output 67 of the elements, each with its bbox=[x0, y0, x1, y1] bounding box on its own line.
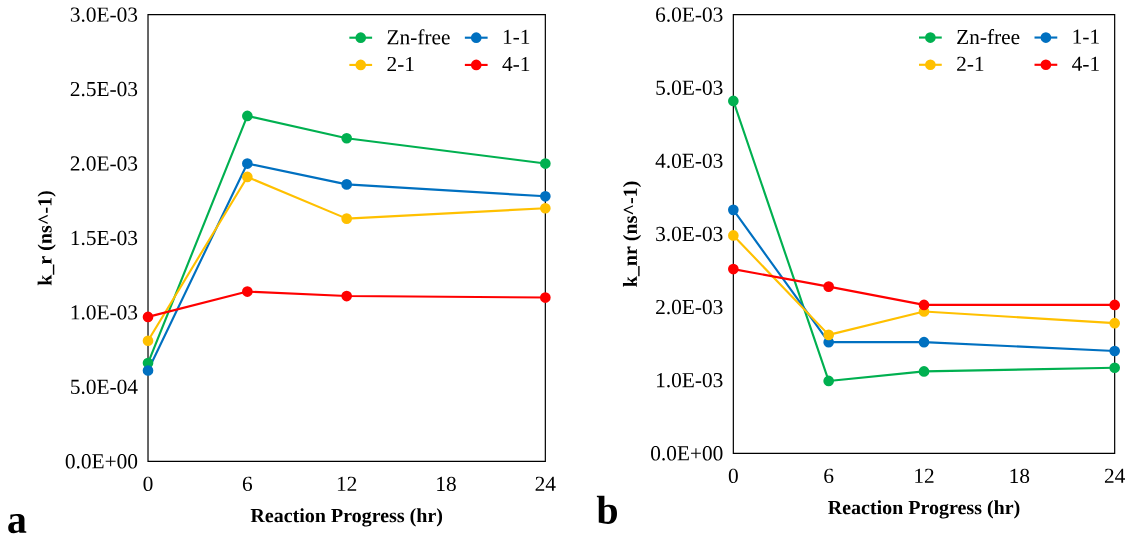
x-tick-label: 6 bbox=[824, 468, 834, 484]
y-tick-label: 1.0E-03 bbox=[657, 372, 723, 388]
x-tick-label: 18 bbox=[437, 476, 456, 492]
legend-label: 1-1 bbox=[503, 29, 530, 44]
x-tick-label: 0 bbox=[143, 476, 153, 492]
point bbox=[1109, 362, 1121, 374]
point bbox=[1109, 317, 1121, 329]
x-axis-title: Reaction Progress (hr) bbox=[828, 500, 1020, 519]
x-axis-title: Reaction Progress (hr) bbox=[250, 508, 443, 527]
point bbox=[823, 281, 835, 292]
point bbox=[540, 292, 551, 303]
y-tick-label: 2.0E-03 bbox=[656, 299, 723, 315]
point bbox=[341, 213, 353, 224]
x-tick-label: 0 bbox=[728, 468, 738, 484]
y-tick-label: 2.0E-03 bbox=[70, 156, 138, 171]
x-tick-label: 12 bbox=[337, 476, 357, 491]
x-tick-label: 24 bbox=[1104, 468, 1125, 483]
point bbox=[242, 158, 253, 169]
x-tick-label: 6 bbox=[242, 476, 253, 492]
legend-label: Zn-free bbox=[387, 29, 450, 45]
point bbox=[242, 286, 253, 297]
point bbox=[142, 365, 154, 376]
legend-label: 4-1 bbox=[502, 56, 530, 71]
point bbox=[728, 204, 739, 216]
point bbox=[341, 179, 353, 190]
point bbox=[728, 95, 739, 107]
legend-label: 1-1 bbox=[1073, 29, 1099, 44]
legend-label: 4-1 bbox=[1072, 56, 1099, 71]
y-tick-label: 0.0E+00 bbox=[651, 446, 723, 461]
y-tick-label: 6.0E-03 bbox=[656, 7, 723, 22]
y-tick-label: 3.0E-03 bbox=[70, 7, 138, 22]
x-tick-label: 12 bbox=[915, 468, 934, 483]
point bbox=[918, 336, 930, 348]
y-tick-label: 2.5E-03 bbox=[70, 81, 138, 97]
x-tick-label: 18 bbox=[1010, 468, 1030, 484]
point bbox=[728, 230, 739, 241]
point bbox=[1109, 299, 1121, 311]
point bbox=[540, 158, 551, 169]
point bbox=[341, 290, 353, 302]
text: a bbox=[8, 514, 27, 534]
x-tick-label: 24 bbox=[535, 476, 556, 491]
y-tick-label: 5.0E-04 bbox=[71, 379, 138, 395]
point bbox=[540, 202, 551, 214]
point bbox=[242, 110, 253, 122]
point bbox=[540, 190, 551, 202]
point bbox=[341, 132, 353, 144]
y-tick-label: 3.0E-03 bbox=[656, 226, 723, 242]
point bbox=[918, 299, 930, 311]
y-tick-label: 5.0E-03 bbox=[656, 80, 723, 95]
y-axis-title: k_r (ns^-1) bbox=[37, 191, 56, 286]
y-tick-label: 1.5E-03 bbox=[71, 230, 138, 246]
text: b bbox=[596, 495, 617, 524]
point bbox=[142, 311, 154, 323]
y-tick-label: 4.0E-03 bbox=[655, 153, 723, 169]
point bbox=[823, 375, 835, 387]
legend-label: Zn-free bbox=[957, 29, 1020, 45]
y-tick-label: 0.0E+00 bbox=[65, 454, 138, 469]
legend-label: 2-1 bbox=[957, 56, 984, 71]
point bbox=[142, 335, 154, 347]
point bbox=[918, 366, 930, 377]
point bbox=[1109, 345, 1121, 357]
point bbox=[823, 329, 835, 341]
point bbox=[728, 263, 739, 275]
y-axis-title: k_nr (ns^-1) bbox=[622, 181, 642, 287]
legend-label: 2-1 bbox=[387, 56, 414, 72]
point bbox=[242, 171, 253, 183]
y-tick-label: 1.0E-03 bbox=[71, 305, 138, 320]
